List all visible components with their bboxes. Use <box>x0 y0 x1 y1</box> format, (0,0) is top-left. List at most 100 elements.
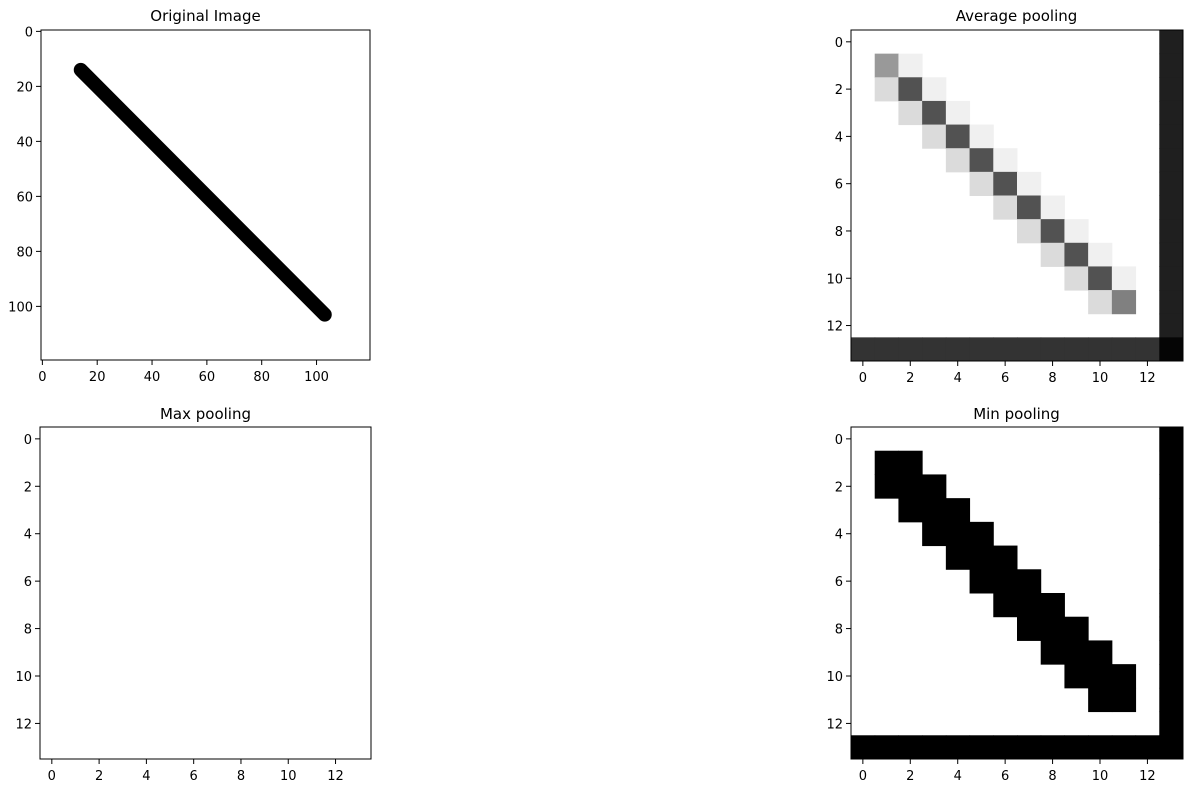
pooled-cell <box>1040 242 1065 267</box>
pooled-cell <box>898 498 923 523</box>
pooled-cell-border-col <box>1159 219 1184 244</box>
pooled-cell-border-col <box>1159 195 1184 220</box>
pooled-cell-border-col <box>1159 427 1184 452</box>
pooled-cell <box>1111 290 1137 315</box>
y-tick-label: 40 <box>16 135 33 150</box>
pooled-cell-border-row <box>874 337 899 362</box>
pooled-cell-border-col <box>1159 687 1184 713</box>
pooled-cell-border-col <box>1159 266 1184 291</box>
x-tick-label: 12 <box>327 769 344 784</box>
y-tick-label: 4 <box>24 528 32 543</box>
x-tick-label: 100 <box>304 370 329 385</box>
pooled-cell <box>993 171 1018 196</box>
pooled-cell <box>1064 616 1089 641</box>
x-tick-label: 8 <box>1048 769 1056 784</box>
pooled-cell <box>1111 664 1137 689</box>
pooled-cell <box>922 521 947 547</box>
pooled-cell <box>898 450 923 475</box>
pooled-cell <box>969 521 994 547</box>
pooled-cell <box>898 474 923 499</box>
x-tick-label: 0 <box>859 769 867 784</box>
pooled-cell <box>874 53 899 78</box>
y-tick-label: 8 <box>835 623 843 638</box>
pooled-cell <box>993 593 1018 618</box>
pooled-cell-border-col <box>1159 171 1184 196</box>
y-tick-label: 10 <box>15 670 32 685</box>
pooled-cell <box>993 545 1018 570</box>
pooled-cell <box>898 53 923 78</box>
panel-title-average: Average pooling <box>956 7 1078 25</box>
pooled-cell <box>945 124 971 149</box>
pooled-cell <box>874 77 899 102</box>
y-tick-label: 60 <box>16 190 33 205</box>
y-tick-label: 0 <box>835 36 843 51</box>
pooled-cell <box>1064 266 1089 291</box>
pooled-cell <box>1017 219 1042 244</box>
pooled-cell <box>1064 219 1089 244</box>
pooled-cell-border-col <box>1159 124 1184 149</box>
x-tick-label: 8 <box>237 769 245 784</box>
pooled-cell <box>1040 616 1065 641</box>
axes-frame-average <box>850 29 1184 362</box>
pooled-cell-border-col <box>1159 450 1184 475</box>
pooled-cell-border-row <box>1135 735 1160 760</box>
pooled-cell-border-row <box>1017 735 1042 760</box>
x-tick-label: 2 <box>95 769 103 784</box>
pooled-cell <box>1040 219 1065 244</box>
pooled-cell-border-row <box>1135 337 1160 362</box>
pooled-cell-border-col <box>1159 53 1184 78</box>
pooled-cell-border-row <box>1088 337 1113 362</box>
pooled-cell-border-col <box>1159 498 1184 523</box>
pooled-cell-border-col <box>1159 100 1184 126</box>
pooled-cell <box>1111 266 1137 291</box>
pooled-cell <box>1017 569 1042 594</box>
pooled-cell-border-row <box>945 735 971 760</box>
pooled-cell <box>945 100 971 126</box>
pooled-cell-border-row <box>993 735 1018 760</box>
pooled-cell <box>993 569 1018 594</box>
pooled-cell <box>922 124 947 149</box>
pooled-cell <box>1088 687 1113 713</box>
x-tick-label: 6 <box>190 769 198 784</box>
pooled-cell <box>922 474 947 499</box>
pooled-cell <box>945 545 971 570</box>
pooled-cell-border-col <box>1159 474 1184 499</box>
pooled-cell <box>945 521 971 547</box>
y-tick-label: 6 <box>835 575 843 590</box>
x-tick-label: 0 <box>48 769 56 784</box>
panel-min-pooling: Min pooling 0 2 4 6 8 10 12 0 2 4 6 8 10 12 <box>826 405 1184 784</box>
axes-frame-min <box>850 426 1184 760</box>
x-tick-label: 0 <box>38 370 46 385</box>
pooled-cell <box>969 124 994 149</box>
axis-ticks-average: 0 2 4 6 8 10 12 0 2 4 6 8 10 12 <box>826 36 1155 386</box>
y-tick-label: 100 <box>8 300 33 315</box>
panel-max-pooling: Max pooling 0 2 4 6 8 10 12 0 2 4 6 8 10 12 <box>15 405 372 784</box>
pooled-cell <box>1088 266 1113 291</box>
x-tick-label: 4 <box>954 371 962 386</box>
y-tick-label: 0 <box>835 433 843 448</box>
pooled-cell <box>993 148 1018 173</box>
pooled-cell-border-col <box>1159 521 1184 547</box>
pooled-cell <box>1111 687 1137 713</box>
pooled-cell <box>874 474 899 499</box>
x-tick-label: 10 <box>1092 769 1109 784</box>
y-tick-label: 80 <box>16 245 33 260</box>
pooled-cell-border-row <box>922 735 947 760</box>
y-tick-label: 0 <box>24 433 32 448</box>
axes-frame-original <box>40 29 371 361</box>
pooled-cell-border-row <box>1111 735 1137 760</box>
pooled-cell-border-col <box>1159 148 1184 173</box>
x-tick-label: 10 <box>280 769 297 784</box>
y-tick-label: 4 <box>835 528 843 543</box>
pooled-cell <box>1088 664 1113 689</box>
pooled-cell-border-col <box>1159 711 1184 736</box>
y-tick-label: 20 <box>16 80 33 95</box>
x-tick-label: 60 <box>199 370 216 385</box>
x-tick-label: 6 <box>1001 769 1009 784</box>
pooled-cell <box>1017 195 1042 220</box>
panel-title-max: Max pooling <box>160 405 251 423</box>
pooled-cell-border-col <box>1159 242 1184 267</box>
x-tick-label: 10 <box>1092 371 1109 386</box>
pooled-cell <box>1088 290 1113 315</box>
